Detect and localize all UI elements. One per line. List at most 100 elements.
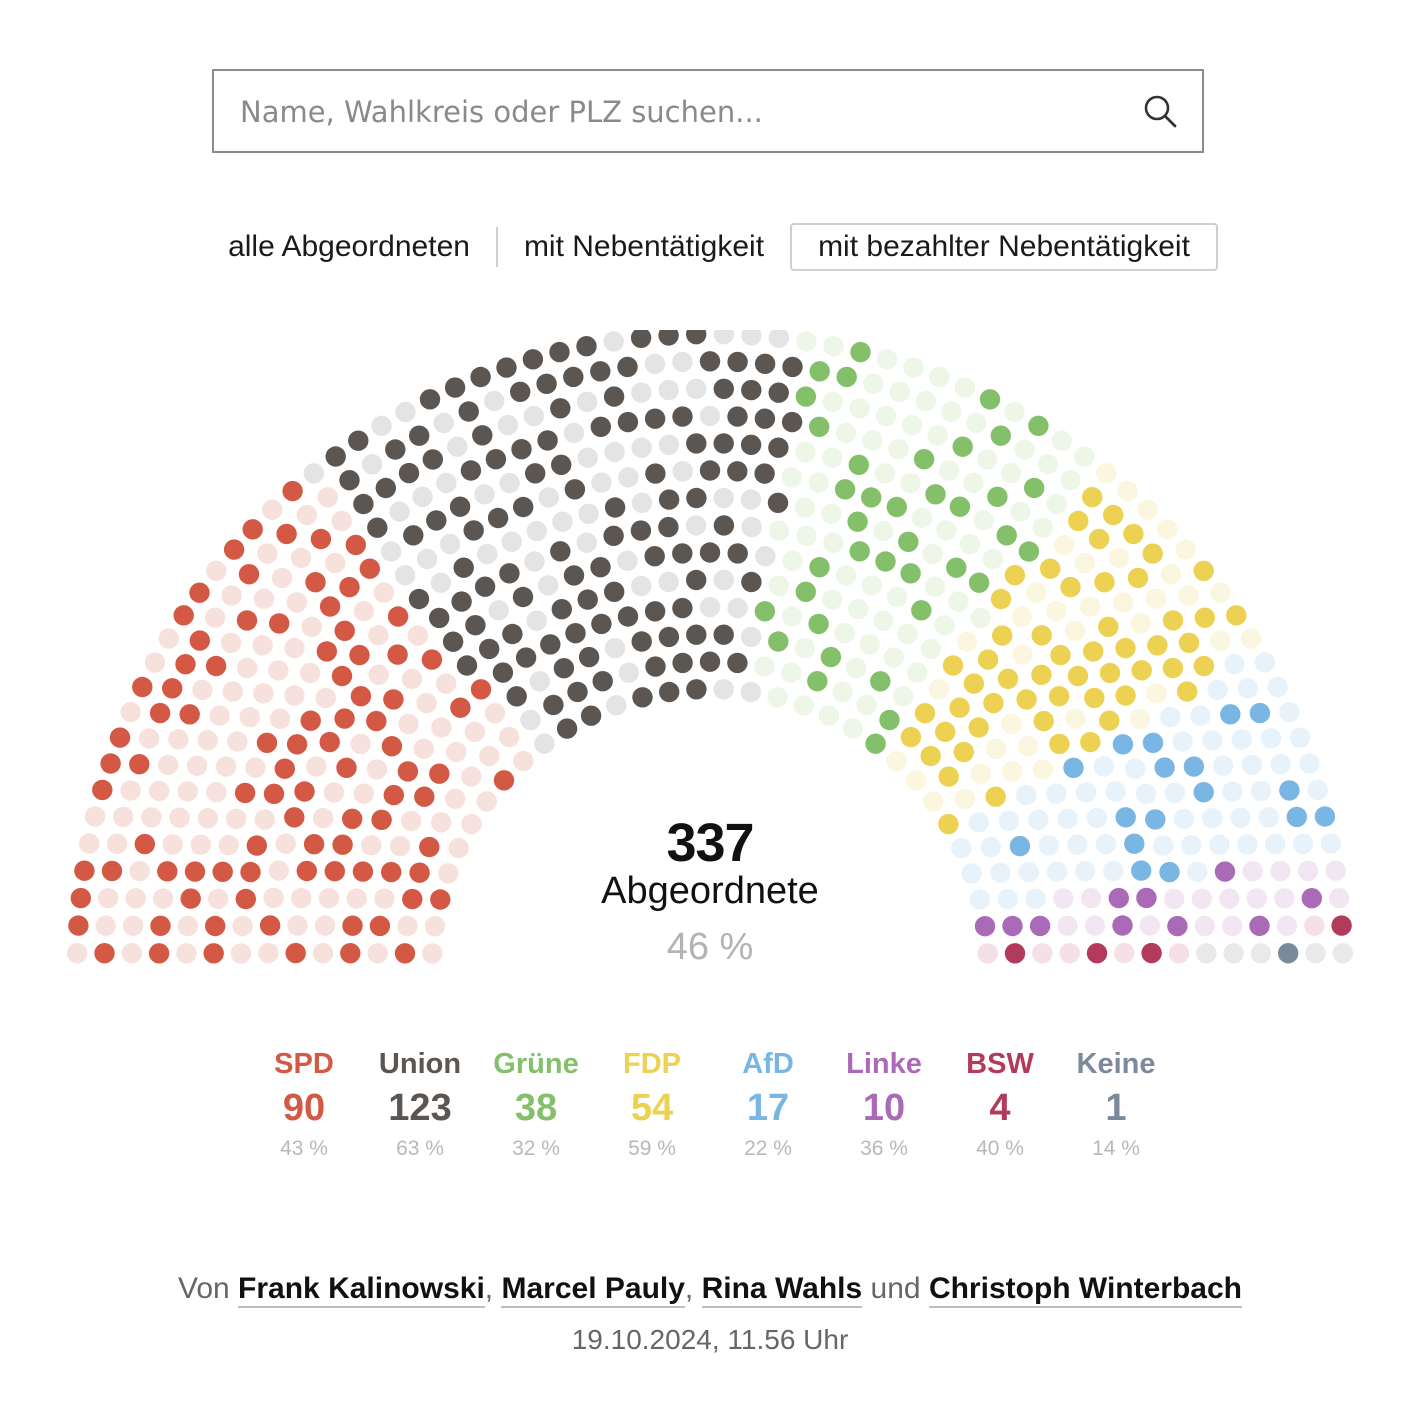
seat-afd[interactable] [1237,678,1259,699]
seat-grüne[interactable] [795,581,816,602]
seat-spd[interactable] [221,585,242,606]
seat-afd[interactable] [1320,833,1342,854]
seat-union[interactable] [576,532,597,553]
seat-spd[interactable] [332,834,353,855]
seat-afd[interactable] [1183,756,1205,777]
seat-spd[interactable] [148,943,170,964]
seat-afd[interactable] [1159,861,1180,883]
seat-grüne[interactable] [879,709,900,731]
author-link[interactable]: Rina Wahls [701,1272,863,1308]
seat-union[interactable] [465,615,486,636]
seat-spd[interactable] [189,582,210,603]
seat-afd[interactable] [1209,834,1230,855]
seat-fdp[interactable] [1099,662,1121,684]
seat-spd[interactable] [205,607,226,628]
seat-spd[interactable] [387,644,408,665]
seat-spd[interactable] [176,943,197,964]
seat-union[interactable] [727,351,748,373]
seat-grüne[interactable] [886,496,907,518]
seat-union[interactable] [429,607,450,629]
seat-afd[interactable] [1124,833,1145,854]
seat-union[interactable] [740,489,762,510]
seat-afd[interactable] [1095,834,1117,855]
seat-fdp[interactable] [992,625,1013,646]
seat-spd[interactable] [296,504,317,526]
seat-fdp[interactable] [1001,713,1022,735]
seat-linke[interactable] [1274,888,1295,909]
seat-spd[interactable] [180,888,201,909]
seat-grüne[interactable] [898,531,919,552]
seat-grüne[interactable] [996,525,1017,546]
seat-linke[interactable] [1191,888,1213,909]
seat-spd[interactable] [498,726,520,748]
seat-spd[interactable] [464,721,485,742]
seat-grüne[interactable] [968,572,990,593]
seat-afd[interactable] [1193,782,1214,803]
seat-spd[interactable] [314,915,336,936]
seat-union[interactable] [426,510,447,531]
seat-fdp[interactable] [1137,499,1158,520]
seat-fdp[interactable] [1162,610,1184,631]
seat-spd[interactable] [162,678,183,699]
seat-spd[interactable] [284,685,305,706]
seat-linke[interactable] [1214,861,1236,882]
seat-spd[interactable] [305,572,326,593]
seat-fdp[interactable] [1016,689,1037,710]
seat-spd[interactable] [252,635,273,656]
seat-grüne[interactable] [768,520,790,541]
seat-spd[interactable] [238,564,260,585]
seat-afd[interactable] [1202,808,1223,829]
seat-union[interactable] [515,647,537,668]
seat-bsw[interactable] [1004,943,1026,964]
seat-afd[interactable] [1230,807,1251,828]
seat-spd[interactable] [236,610,258,631]
seat-afd[interactable] [1231,729,1252,750]
seat-union[interactable] [550,541,571,562]
seat-fdp[interactable] [990,588,1012,610]
seat-union[interactable] [727,652,748,674]
seat-spd[interactable] [461,766,482,787]
seat-spd[interactable] [84,806,106,827]
seat-linke[interactable] [1002,915,1023,937]
seat-spd[interactable] [346,888,367,909]
seat-union[interactable] [686,330,707,345]
seat-spd[interactable] [448,837,469,859]
seat-grüne[interactable] [782,550,803,571]
seat-fdp[interactable] [1083,641,1104,662]
seat-union[interactable] [487,507,509,529]
seat-fdp[interactable] [1142,543,1163,564]
seat-afd[interactable] [1299,753,1320,774]
search-icon[interactable] [1142,93,1178,129]
seat-spd[interactable] [513,750,534,772]
seat-grüne[interactable] [822,391,844,412]
seat-afd[interactable] [1187,861,1208,882]
seat-grüne[interactable] [818,705,840,726]
seat-union[interactable] [451,591,472,612]
seat-spd[interactable] [220,632,242,653]
seat-fdp[interactable] [900,726,922,748]
seat-bsw[interactable] [1168,943,1190,964]
seat-spd[interactable] [122,915,144,936]
seat-union[interactable] [422,449,443,470]
seat-spd[interactable] [269,613,290,634]
seat-grüne[interactable] [1018,541,1040,562]
seat-grüne[interactable] [875,405,897,427]
seat-spd[interactable] [230,943,252,964]
seat-spd[interactable] [336,757,357,778]
seat-fdp[interactable] [914,703,936,724]
seat-union[interactable] [741,516,762,538]
seat-fdp[interactable] [983,692,1004,714]
seat-fdp[interactable] [928,679,950,700]
seat-spd[interactable] [192,679,213,700]
seat-afd[interactable] [1105,781,1126,802]
seat-union[interactable] [618,467,639,488]
seat-union[interactable] [479,638,500,660]
seat-linke[interactable] [1297,860,1319,882]
seat-union[interactable] [713,569,734,591]
seat-afd[interactable] [1025,888,1046,909]
seat-union[interactable] [551,599,572,620]
seat-spd[interactable] [206,782,227,803]
seat-union[interactable] [460,460,482,481]
seat-union[interactable] [488,600,509,621]
seat-union[interactable] [631,492,653,513]
